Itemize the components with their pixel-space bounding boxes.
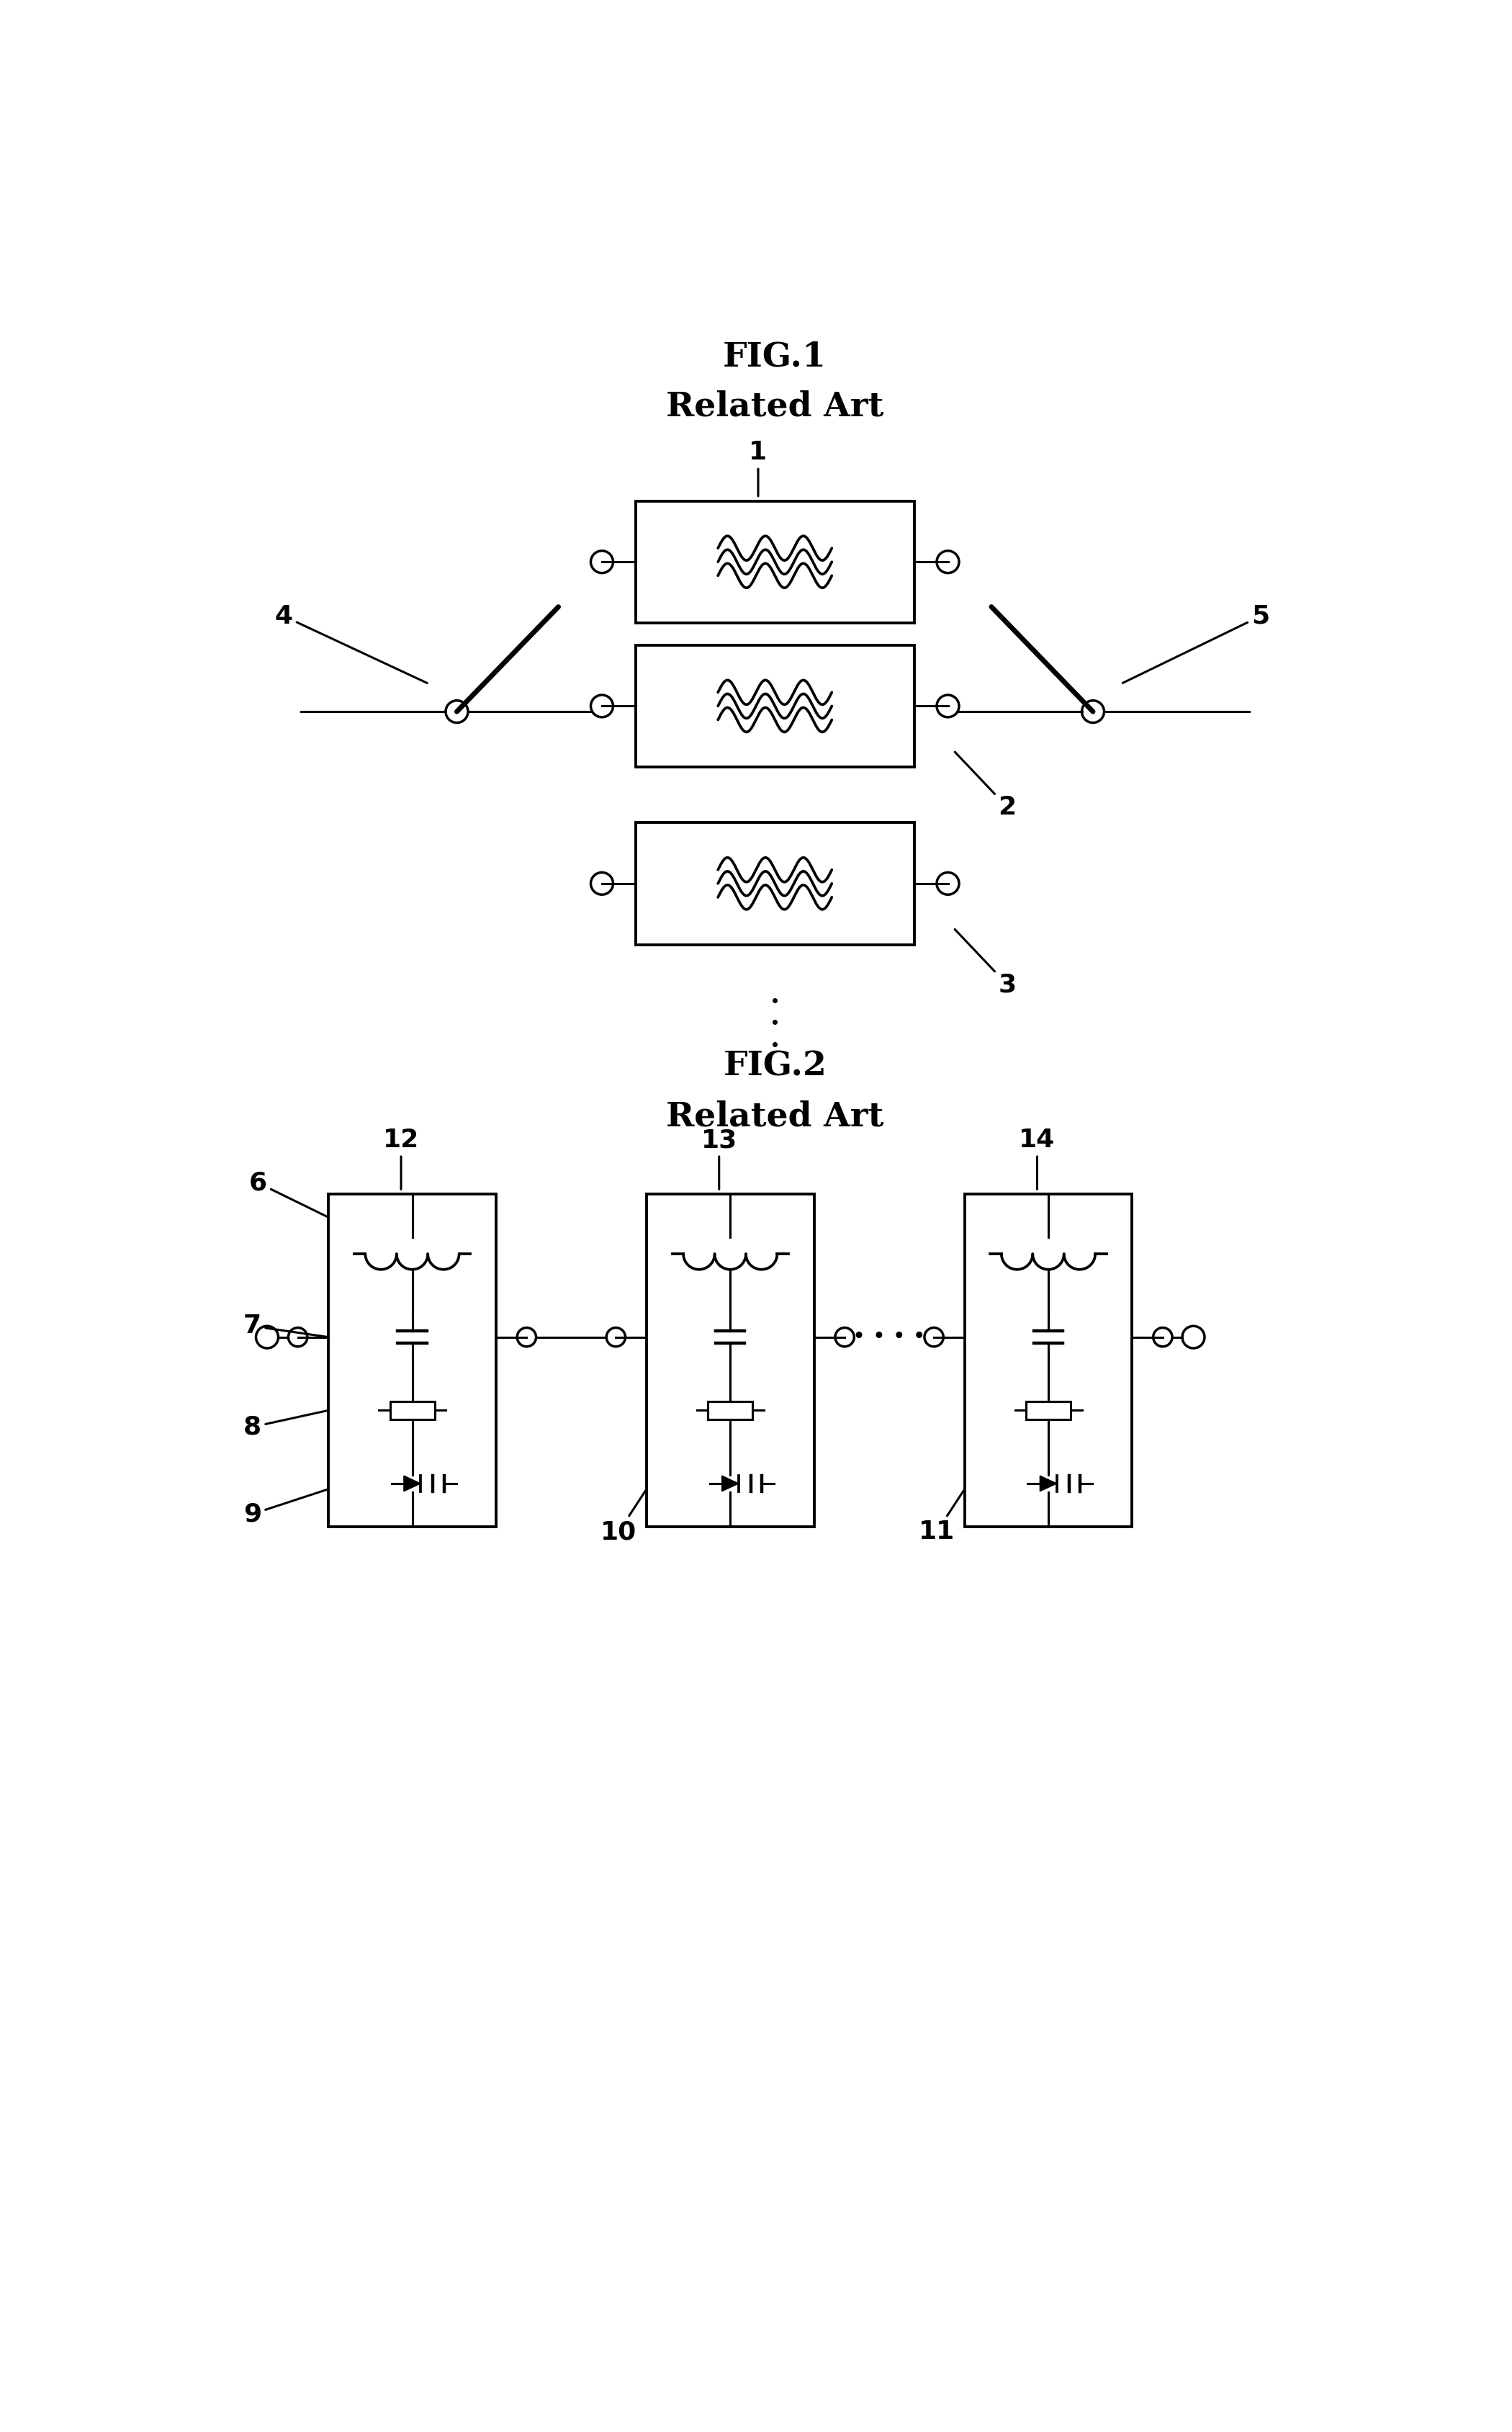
- Bar: [328, 1194, 496, 1527]
- Polygon shape: [404, 1476, 420, 1491]
- Text: 3: 3: [956, 929, 1016, 997]
- Text: 8: 8: [243, 1411, 327, 1440]
- Text: FIG.1: FIG.1: [723, 340, 827, 372]
- Text: 6: 6: [249, 1170, 327, 1216]
- Polygon shape: [1040, 1476, 1057, 1491]
- Bar: [965, 1194, 1132, 1527]
- Bar: [635, 644, 915, 766]
- Text: Related Art: Related Art: [665, 389, 885, 423]
- Text: 9: 9: [243, 1491, 327, 1527]
- Text: 1: 1: [748, 440, 767, 496]
- Bar: [708, 1401, 753, 1420]
- Polygon shape: [721, 1476, 739, 1491]
- Text: 7: 7: [243, 1313, 327, 1338]
- Text: 4: 4: [275, 603, 426, 683]
- Text: 11: 11: [919, 1491, 963, 1544]
- Text: 10: 10: [600, 1491, 646, 1544]
- Bar: [647, 1194, 813, 1527]
- Bar: [1027, 1401, 1070, 1420]
- Text: 12: 12: [383, 1128, 419, 1189]
- Bar: [390, 1401, 434, 1420]
- Bar: [635, 501, 915, 623]
- Text: 13: 13: [702, 1128, 738, 1189]
- Bar: [635, 822, 915, 944]
- Text: FIG.2: FIG.2: [723, 1051, 827, 1082]
- Text: Related Art: Related Art: [665, 1099, 885, 1133]
- Text: 5: 5: [1122, 603, 1270, 683]
- Text: 2: 2: [956, 751, 1016, 820]
- Text: 14: 14: [1019, 1128, 1055, 1189]
- Text: • • • •: • • • •: [853, 1328, 925, 1347]
